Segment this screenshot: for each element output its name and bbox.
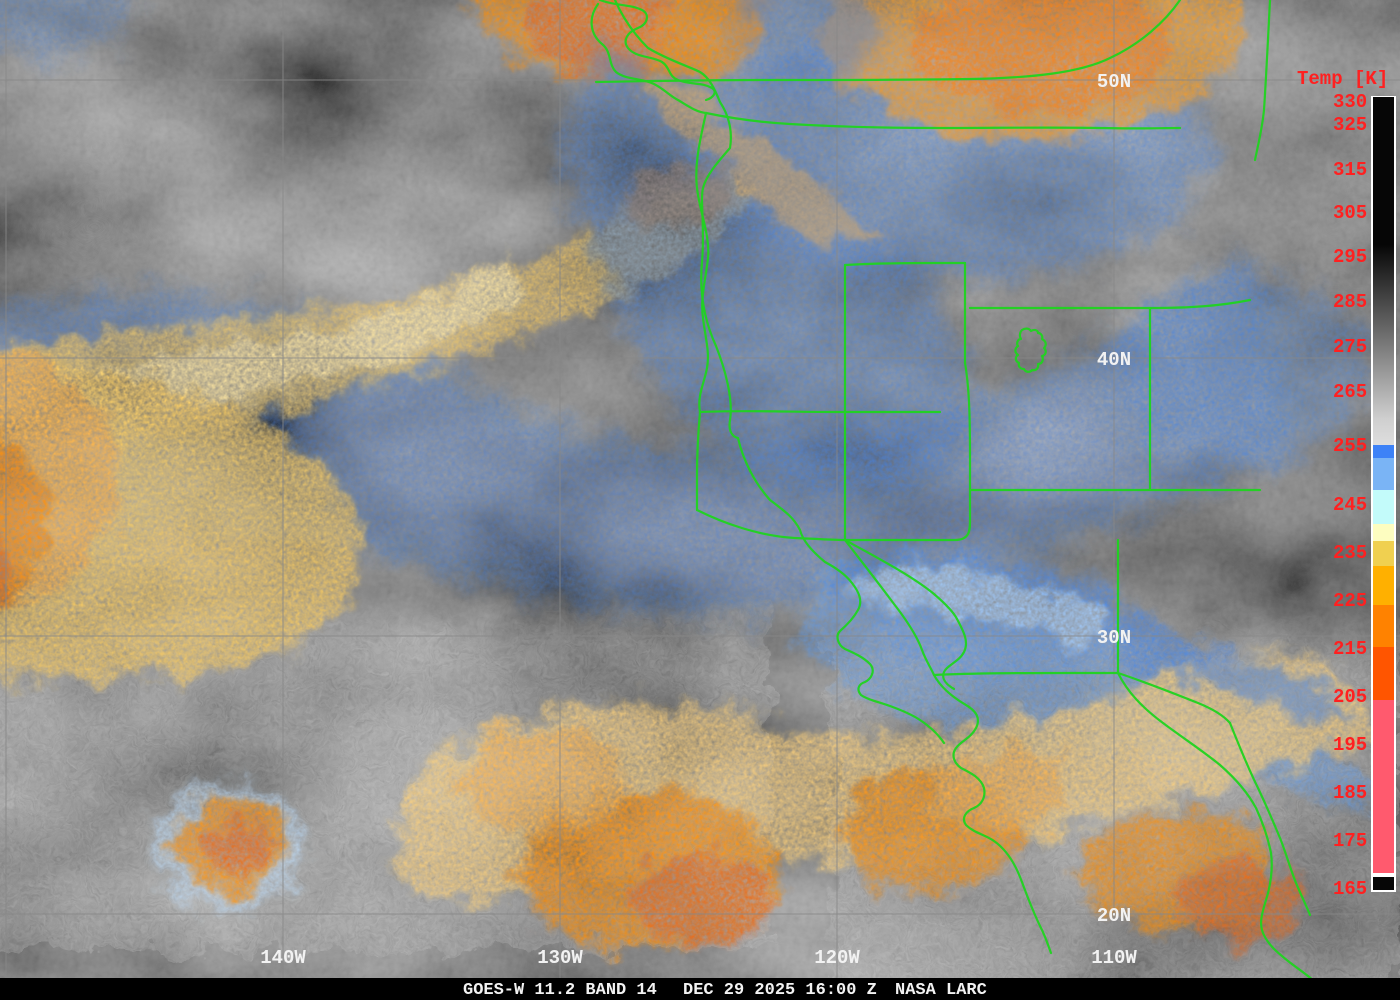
svg-text:GOES-W 11.2 BAND 14: GOES-W 11.2 BAND 14 — [463, 981, 657, 1000]
svg-text:NASA LARC: NASA LARC — [895, 981, 987, 1000]
svg-text:DEC 29 2025 16:00 Z: DEC 29 2025 16:00 Z — [683, 981, 877, 1000]
